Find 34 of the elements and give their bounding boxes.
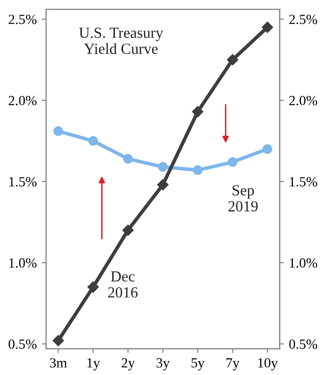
point (228, 157, 238, 167)
y-tick-label: 2.5% (8, 14, 37, 24)
text: U.S. Treasury Yield Curve (79, 28, 164, 54)
x-tick-label: 3m (50, 358, 67, 368)
y2-tick-label: 1.0% (290, 258, 318, 268)
x-tick-label: 7y (226, 358, 240, 370)
y2-tick-label: 1.5% (290, 177, 318, 187)
point (226, 54, 238, 66)
y-tick-label: 0.5% (8, 339, 37, 349)
y2-tick-label: 0.5% (289, 339, 318, 349)
point (88, 281, 99, 293)
y-tick-label: 1.0% (9, 258, 37, 268)
point (158, 162, 168, 172)
y-tick-label: 2.0% (8, 96, 37, 106)
point (192, 106, 204, 118)
x-tick-label: 2y (122, 358, 135, 370)
point (122, 224, 134, 236)
y2-tick-label: 2.5% (289, 14, 318, 24)
point (123, 154, 133, 164)
point (192, 165, 203, 175)
x-tick-label: 5y (192, 358, 205, 370)
x-tick-label: 1y (87, 358, 100, 370)
y2-tick-label: 2.0% (289, 96, 318, 106)
series-label: Sep 2019 (228, 185, 258, 212)
point (262, 22, 274, 33)
series-label: Dec 2016 (108, 271, 138, 298)
x-tick-label: 10y (258, 358, 278, 370)
point (157, 179, 168, 190)
point (88, 136, 98, 146)
point (53, 126, 64, 136)
point (52, 335, 64, 346)
point (262, 144, 272, 154)
x-tick-label: 3y (156, 358, 170, 370)
y-tick-label: 1.5% (9, 177, 37, 187)
